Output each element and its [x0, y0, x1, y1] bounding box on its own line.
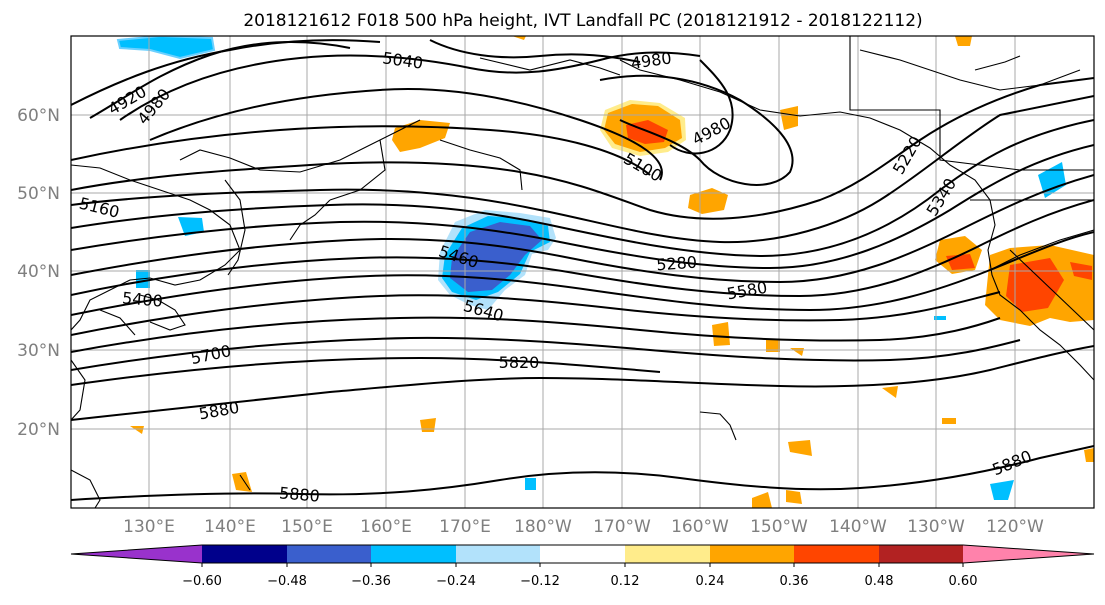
colorbar-segment	[456, 545, 540, 563]
longitude-labels: 130°E 140°E 150°E 160°E 170°E 180°W 170°…	[123, 517, 1044, 537]
colorbar-tick-label: 0.48	[865, 574, 894, 589]
colorbar-tick-label: −0.12	[520, 574, 560, 589]
colorbar-tick-label: −0.60	[182, 574, 222, 589]
colorbar-tick-label: 0.60	[949, 574, 978, 589]
lon-label: 180°W	[514, 517, 572, 537]
lon-label: 150°E	[281, 517, 333, 537]
lon-label: 160°E	[360, 517, 412, 537]
colorbar-tick-label: −0.48	[267, 574, 307, 589]
lon-label: 160°W	[671, 517, 729, 537]
colorbar-tick-labels: −0.60 −0.48 −0.36 −0.24 −0.12 0.12 0.24 …	[182, 574, 977, 589]
colorbar-segment	[710, 545, 794, 563]
contour-label: 5400	[121, 288, 163, 310]
lon-label: 130°W	[907, 517, 965, 537]
lon-label: 170°E	[439, 517, 491, 537]
colorbar-segment	[540, 545, 625, 563]
colorbar-tick-label: 0.36	[780, 574, 809, 589]
lat-label: 50°N	[17, 184, 60, 204]
map-area: 4920 4980 5040 4980 4980 5100 5160 5400 …	[71, 36, 1094, 508]
colorbar-segment	[879, 545, 963, 563]
height-contours	[71, 39, 1094, 501]
map-title: 2018121612 F018 500 hPa height, IVT Land…	[243, 11, 922, 31]
lon-label: 140°E	[204, 517, 256, 537]
colorbar-tick-label: −0.36	[351, 574, 391, 589]
colorbar-segment	[371, 545, 456, 563]
lat-label: 20°N	[17, 420, 60, 440]
lat-label: 30°N	[17, 341, 60, 361]
colorbar-segments	[70, 544, 1095, 564]
contour-label: 5280	[656, 253, 698, 275]
latitude-labels: 60°N 50°N 40°N 30°N 20°N	[17, 106, 60, 440]
lon-label: 150°W	[750, 517, 808, 537]
lon-label: 120°W	[986, 517, 1044, 537]
map-frame	[70, 35, 1095, 509]
colorbar-tick-label: −0.24	[436, 574, 476, 589]
lat-label: 40°N	[17, 262, 60, 282]
colorbar-segment	[625, 545, 710, 563]
lon-label: 130°E	[123, 517, 175, 537]
colorbar-segment	[202, 545, 287, 563]
contour-label: 5880	[278, 483, 320, 505]
colorbar-segment	[963, 545, 1094, 563]
lat-label: 60°N	[17, 106, 60, 126]
colorbar-ticks	[201, 563, 964, 567]
colorbar-tick-label: 0.24	[696, 574, 725, 589]
colorbar-segment	[794, 545, 879, 563]
contour-label: 5820	[499, 353, 540, 372]
lon-label: 170°W	[593, 517, 651, 537]
colorbar-segment	[287, 545, 371, 563]
colorbar: −0.60 −0.48 −0.36 −0.24 −0.12 0.12 0.24 …	[70, 544, 1095, 589]
colorbar-tick-label: 0.12	[611, 574, 640, 589]
lon-label: 140°W	[829, 517, 887, 537]
colorbar-segment	[71, 545, 202, 563]
